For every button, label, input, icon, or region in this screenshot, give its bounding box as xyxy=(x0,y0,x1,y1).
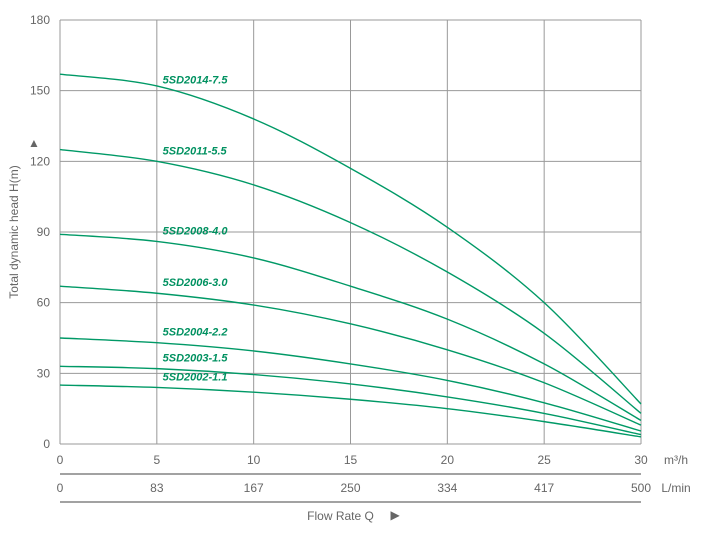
x-arrow: ▶ xyxy=(391,508,401,522)
y-tick: 0 xyxy=(43,437,50,451)
curve-label-5SD2011-5.5: 5SD2011-5.5 xyxy=(163,145,228,157)
x-tick-m3h: 25 xyxy=(537,453,551,467)
y-tick: 60 xyxy=(37,296,51,310)
curve-label-5SD2002-1.1: 5SD2002-1.1 xyxy=(163,371,228,383)
y-arrow: ▲ xyxy=(28,136,40,150)
pump-curve-chart: 5SD2014-7.5 5SD2011-5.5 5SD2008-4.0 5SD2006… xyxy=(0,0,711,534)
x-tick-m3h: 0 xyxy=(57,453,64,467)
curve-label-5SD2006-3.0: 5SD2006-3.0 xyxy=(163,277,229,289)
y-tick: 120 xyxy=(30,154,50,168)
x-tick-m3h: 5 xyxy=(153,453,160,467)
x-tick-lmin: 83 xyxy=(150,481,164,495)
x-tick-m3h: 15 xyxy=(344,453,358,467)
y-tick: 90 xyxy=(37,225,51,239)
x-tick-lmin: 0 xyxy=(57,481,64,495)
x-tick-m3h: 30 xyxy=(634,453,648,467)
x-tick-lmin: 167 xyxy=(244,481,264,495)
x-unit-lmin: L/min xyxy=(661,481,690,495)
y-tick: 30 xyxy=(37,366,51,380)
x-tick-lmin: 334 xyxy=(437,481,457,495)
y-tick: 180 xyxy=(30,13,50,27)
x-tick-m3h: 10 xyxy=(247,453,261,467)
curve-label-5SD2014-7.5: 5SD2014-7.5 xyxy=(163,75,229,87)
curve-label-5SD2004-2.2: 5SD2004-2.2 xyxy=(163,327,228,339)
x-tick-m3h: 20 xyxy=(441,453,455,467)
x-axis-label: Flow Rate Q xyxy=(307,509,374,523)
x-tick-lmin: 250 xyxy=(340,481,360,495)
x-unit-m3h: m³/h xyxy=(664,453,688,467)
curve-label-5SD2003-1.5: 5SD2003-1.5 xyxy=(163,353,229,365)
y-tick: 150 xyxy=(30,84,50,98)
curve-label-5SD2008-4.0: 5SD2008-4.0 xyxy=(163,225,229,237)
x-tick-lmin: 417 xyxy=(534,481,554,495)
x-tick-lmin: 500 xyxy=(631,481,651,495)
y-axis-label: Total dynamic head H(m) xyxy=(7,165,21,298)
